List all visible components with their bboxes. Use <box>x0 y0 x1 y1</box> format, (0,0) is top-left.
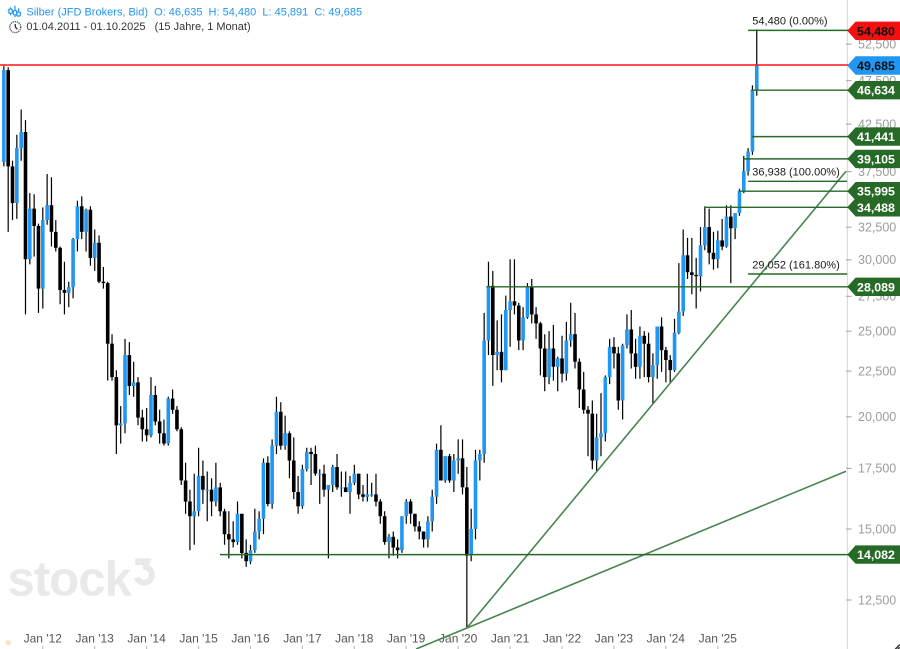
svg-text:25,000: 25,000 <box>858 325 896 339</box>
svg-text:Jan '20: Jan '20 <box>439 632 478 646</box>
svg-text:Jan '14: Jan '14 <box>127 632 166 646</box>
svg-text:37,500: 37,500 <box>858 165 896 179</box>
svg-text:Jan '16: Jan '16 <box>231 632 270 646</box>
svg-text:20,000: 20,000 <box>858 410 896 424</box>
svg-text:30,000: 30,000 <box>858 253 896 267</box>
svg-text:Jan '12: Jan '12 <box>24 632 63 646</box>
svg-text:32,500: 32,500 <box>858 221 896 235</box>
svg-text:34,488: 34,488 <box>857 201 895 215</box>
svg-text:54,480 (0.00%): 54,480 (0.00%) <box>752 16 827 28</box>
svg-text:01.04.2011 - 01.10.2025 (15: 01.04.2011 - 01.10.2025 (15 Jahre, 1 Mon… <box>26 21 250 33</box>
svg-text:Jan '13: Jan '13 <box>76 632 115 646</box>
svg-text:22,500: 22,500 <box>858 364 896 378</box>
svg-text:35,995: 35,995 <box>857 185 895 199</box>
svg-text:17,500: 17,500 <box>858 462 896 476</box>
svg-text:Jan '22: Jan '22 <box>543 632 582 646</box>
svg-text:Jan '23: Jan '23 <box>595 632 634 646</box>
svg-text:14,082: 14,082 <box>857 548 895 562</box>
svg-text:Silber (JFD Brokers, Bid) O:: Silber (JFD Brokers, Bid) O: 46,635 H: 5… <box>26 6 362 18</box>
svg-text:12,500: 12,500 <box>858 593 896 607</box>
svg-text:15,000: 15,000 <box>858 522 896 536</box>
svg-text:41,441: 41,441 <box>857 130 895 144</box>
svg-text:Jan '21: Jan '21 <box>491 632 530 646</box>
svg-text:46,634: 46,634 <box>857 84 895 98</box>
svg-text:Jan '24: Jan '24 <box>647 632 686 646</box>
svg-text:Jan '25: Jan '25 <box>699 632 738 646</box>
svg-text:Jan '18: Jan '18 <box>335 632 374 646</box>
svg-text:52,500: 52,500 <box>858 38 896 52</box>
svg-text:Jan '15: Jan '15 <box>179 632 218 646</box>
svg-text:Jan '19: Jan '19 <box>387 632 426 646</box>
svg-text:28,089: 28,089 <box>857 280 895 294</box>
svg-text:36,938 (100.00%): 36,938 (100.00%) <box>752 166 839 178</box>
svg-text:39,105: 39,105 <box>857 152 895 166</box>
svg-text:29,052 (161.80%): 29,052 (161.80%) <box>752 259 839 271</box>
svg-text:Jan '17: Jan '17 <box>283 632 322 646</box>
svg-text:54,480: 54,480 <box>857 24 895 38</box>
svg-text:stock: stock <box>8 553 133 607</box>
svg-text:49,685: 49,685 <box>857 59 895 73</box>
